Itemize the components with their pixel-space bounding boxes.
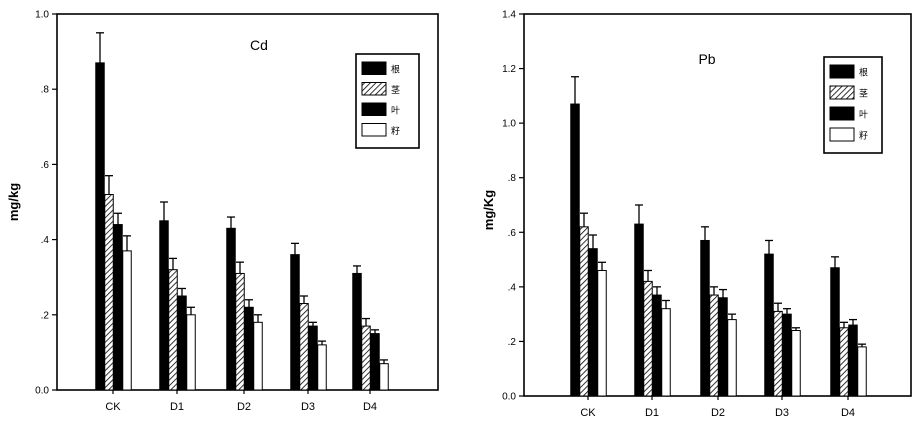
bar bbox=[114, 225, 123, 390]
chart-title: Pb bbox=[698, 51, 715, 67]
y-tick-label: .2 bbox=[41, 310, 50, 321]
bar bbox=[589, 249, 598, 396]
bar bbox=[227, 228, 236, 390]
x-tick-label: D3 bbox=[775, 407, 789, 419]
legend: 根茎叶籽 bbox=[824, 57, 882, 153]
legend-swatch bbox=[362, 103, 386, 116]
legend-swatch bbox=[830, 128, 854, 141]
bar bbox=[371, 334, 380, 390]
legend-label: 根 bbox=[391, 63, 400, 74]
y-tick-label: .8 bbox=[41, 85, 50, 96]
bar bbox=[300, 304, 309, 390]
bar bbox=[236, 273, 245, 390]
legend-label: 籽 bbox=[391, 125, 400, 136]
bar bbox=[571, 104, 580, 396]
legend-label: 籽 bbox=[859, 130, 868, 141]
y-tick-label: .2 bbox=[508, 337, 517, 348]
y-tick-label: 1.4 bbox=[502, 10, 516, 21]
bar bbox=[662, 309, 671, 396]
bar bbox=[353, 273, 362, 390]
bar bbox=[644, 281, 653, 396]
bar bbox=[245, 307, 254, 390]
bar bbox=[858, 347, 867, 396]
bar bbox=[653, 295, 662, 396]
bar bbox=[840, 328, 849, 396]
x-tick-label: D2 bbox=[237, 401, 251, 413]
bar bbox=[849, 325, 858, 396]
x-tick-label: CK bbox=[105, 401, 121, 413]
legend-swatch bbox=[830, 65, 854, 78]
x-tick-label: D4 bbox=[841, 407, 855, 419]
x-tick-label: D2 bbox=[711, 407, 725, 419]
y-tick-label: .4 bbox=[41, 235, 50, 246]
y-tick-label: 1.0 bbox=[502, 119, 516, 130]
bar bbox=[598, 270, 607, 396]
y-tick-label: 0.0 bbox=[35, 386, 49, 397]
legend-label: 根 bbox=[859, 67, 868, 78]
bar bbox=[380, 364, 389, 390]
y-tick-label: .8 bbox=[508, 173, 517, 184]
bar bbox=[318, 345, 327, 390]
bar bbox=[178, 296, 187, 390]
legend: 根茎叶籽 bbox=[356, 54, 419, 148]
y-tick-label: .6 bbox=[508, 228, 517, 239]
y-axis-label: mg/Kg bbox=[481, 190, 496, 231]
bar bbox=[123, 251, 132, 390]
legend-label: 茎 bbox=[859, 88, 868, 99]
y-tick-label: 1.0 bbox=[35, 10, 49, 21]
x-tick-label: D1 bbox=[170, 401, 184, 413]
legend-label: 茎 bbox=[391, 84, 400, 95]
y-axis-label: mg/kg bbox=[6, 183, 21, 221]
bar bbox=[169, 270, 178, 390]
y-tick-label: .6 bbox=[41, 160, 50, 171]
legend-swatch bbox=[362, 83, 386, 96]
bar bbox=[719, 298, 728, 396]
bar bbox=[774, 311, 783, 396]
y-tick-label: .4 bbox=[508, 282, 517, 293]
legend-swatch bbox=[362, 124, 386, 137]
bar bbox=[254, 322, 263, 390]
legend-swatch bbox=[830, 86, 854, 99]
legend-label: 叶 bbox=[391, 105, 400, 115]
bar bbox=[187, 315, 196, 390]
bar bbox=[792, 331, 801, 396]
bar bbox=[362, 326, 371, 390]
bar bbox=[728, 320, 737, 396]
x-tick-label: D1 bbox=[645, 407, 659, 419]
chart-panel-cd: 0.0 .2 .4 .6 .8 1.0 CK D1 D2 D3 D4 Cd mg/kg 根茎叶籽 bbox=[6, 10, 438, 414]
y-tick-label: 0.0 bbox=[502, 392, 516, 403]
bar bbox=[831, 268, 840, 396]
x-tick-label: D3 bbox=[301, 401, 315, 413]
bar bbox=[765, 254, 774, 396]
bar bbox=[701, 240, 710, 396]
bar bbox=[105, 194, 114, 390]
legend-label: 叶 bbox=[859, 110, 868, 120]
chart-panel-pb: 0.0 .2 .4 .6 .8 1.0 1.2 1.4 CK D1 D2 D3 D4 Pb mg/Kg 根茎叶… bbox=[481, 10, 911, 420]
bar bbox=[783, 314, 792, 396]
chart-title: Cd bbox=[250, 37, 268, 53]
x-tick-label: D4 bbox=[363, 401, 377, 413]
bar bbox=[635, 224, 644, 396]
legend-swatch bbox=[830, 107, 854, 120]
bar bbox=[309, 326, 318, 390]
bar bbox=[710, 295, 719, 396]
legend-swatch bbox=[362, 62, 386, 75]
bar bbox=[96, 63, 105, 390]
bar bbox=[580, 227, 589, 396]
bar bbox=[291, 255, 300, 390]
y-tick-label: 1.2 bbox=[502, 64, 516, 75]
bar bbox=[160, 221, 169, 390]
x-tick-label: CK bbox=[580, 407, 596, 419]
